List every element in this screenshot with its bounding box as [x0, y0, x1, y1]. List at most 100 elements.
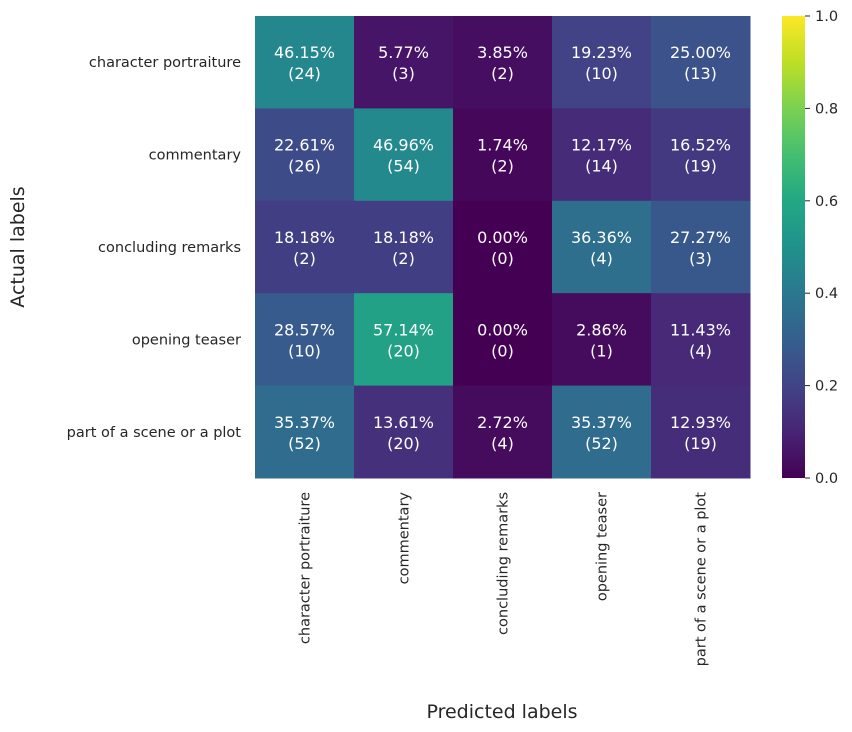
y-tick-label: character portraiture	[89, 55, 241, 71]
colorbar-tick-label: 0.2	[815, 379, 838, 395]
y-tick-label: opening teaser	[132, 332, 241, 348]
cell-percent-label: 35.37%	[274, 413, 335, 432]
cell-percent-label: 12.17%	[571, 136, 632, 155]
x-axis-label: Predicted labels	[426, 701, 577, 723]
heatmap-cell	[651, 293, 751, 387]
cell-count-label: (2)	[392, 249, 415, 268]
cell-count-label: (0)	[491, 249, 514, 268]
heatmap-cell	[255, 108, 355, 202]
colorbar-tick-label: 0.0	[815, 471, 838, 487]
cell-count-label: (20)	[387, 341, 420, 360]
cell-percent-label: 11.43%	[670, 320, 731, 339]
heatmap-cell	[354, 200, 454, 294]
cell-count-label: (4)	[590, 249, 613, 268]
y-tick-label: part of a scene or a plot	[67, 425, 242, 441]
colorbar-tick-label: 0.8	[815, 101, 838, 117]
y-tick-label: commentary	[149, 148, 242, 164]
cell-percent-label: 0.00%	[477, 320, 528, 339]
cell-count-label: (4)	[689, 341, 712, 360]
cell-count-label: (3)	[689, 249, 712, 268]
cell-percent-label: 22.61%	[274, 136, 335, 155]
cell-percent-label: 1.74%	[477, 136, 528, 155]
cell-percent-label: 2.72%	[477, 413, 528, 432]
cell-percent-label: 13.61%	[373, 413, 434, 432]
heatmap-cell	[255, 200, 355, 294]
cell-count-label: (2)	[491, 64, 514, 83]
heatmap-cell	[255, 293, 355, 387]
cell-count-label: (52)	[288, 434, 321, 453]
cell-count-label: (24)	[288, 64, 321, 83]
cell-count-label: (52)	[585, 434, 618, 453]
heatmap-cell	[255, 16, 355, 109]
cell-count-label: (1)	[590, 341, 613, 360]
cell-percent-label: 18.18%	[373, 228, 434, 247]
heatmap-cell	[651, 16, 751, 109]
cell-percent-label: 18.18%	[274, 228, 335, 247]
cell-count-label: (26)	[288, 157, 321, 176]
cell-percent-label: 35.37%	[571, 413, 632, 432]
x-tick-label: character portraiture	[298, 492, 314, 644]
heatmap-cell	[552, 200, 652, 294]
colorbar-tick-label: 0.4	[815, 286, 838, 302]
cell-percent-label: 46.96%	[373, 136, 434, 155]
cell-percent-label: 36.36%	[571, 228, 632, 247]
heatmap-cell	[552, 16, 652, 109]
x-tick-label: part of a scene or a plot	[694, 492, 710, 667]
cell-percent-label: 25.00%	[670, 43, 731, 62]
cell-percent-label: 12.93%	[670, 413, 731, 432]
heatmap-cell	[453, 385, 553, 479]
heatmap-cell	[552, 293, 652, 387]
cell-percent-label: 5.77%	[378, 43, 429, 62]
heatmap-cell	[552, 108, 652, 202]
heatmap-cell	[651, 108, 751, 202]
heatmap-cell	[453, 16, 553, 109]
cell-count-label: (20)	[387, 434, 420, 453]
cell-count-label: (10)	[288, 341, 321, 360]
cell-count-label: (19)	[684, 157, 717, 176]
heatmap-cell	[354, 16, 454, 109]
cell-count-label: (0)	[491, 341, 514, 360]
cell-percent-label: 16.52%	[670, 136, 731, 155]
heatmap-cell	[354, 108, 454, 202]
cell-percent-label: 2.86%	[576, 320, 627, 339]
colorbar-tick-label: 0.6	[815, 194, 838, 210]
y-tick-label: concluding remarks	[98, 240, 241, 256]
cell-percent-label: 57.14%	[373, 320, 434, 339]
heatmap-cell-labels: 46.15% (24) 5.77% (3) 3.85% (2) 19.23% (10) 25.0…	[274, 43, 731, 453]
colorbar-ticks: 0.0 0.2 0.4 0.6 0.8 1.0	[805, 9, 838, 487]
colorbar-tick-label: 1.0	[815, 9, 838, 25]
cell-percent-label: 0.00%	[477, 228, 528, 247]
heatmap-cell	[651, 200, 751, 294]
heatmap-cell	[453, 200, 553, 294]
cell-count-label: (10)	[585, 64, 618, 83]
cell-percent-label: 46.15%	[274, 43, 335, 62]
x-tick-label: commentary	[397, 492, 413, 585]
cell-percent-label: 28.57%	[274, 320, 335, 339]
cell-count-label: (19)	[684, 434, 717, 453]
colorbar	[782, 16, 805, 478]
heatmap-cells	[255, 16, 751, 479]
cell-count-label: (2)	[293, 249, 316, 268]
y-axis-label: Actual labels	[7, 186, 29, 307]
x-tick-labels: character portraiture commentary concludin…	[298, 492, 710, 667]
cell-count-label: (4)	[491, 434, 514, 453]
cell-percent-label: 3.85%	[477, 43, 528, 62]
heatmap-cell	[552, 385, 652, 479]
cell-count-label: (54)	[387, 157, 420, 176]
heatmap-cell	[354, 293, 454, 387]
x-tick-label: opening teaser	[595, 492, 611, 601]
heatmap-cell	[651, 385, 751, 479]
cell-count-label: (14)	[585, 157, 618, 176]
heatmap-cell	[453, 108, 553, 202]
cell-count-label: (13)	[684, 64, 717, 83]
cell-percent-label: 27.27%	[670, 228, 731, 247]
heatmap-cell	[354, 385, 454, 479]
cell-count-label: (2)	[491, 157, 514, 176]
x-tick-label: concluding remarks	[496, 492, 512, 635]
heatmap-cell	[453, 293, 553, 387]
cell-count-label: (3)	[392, 64, 415, 83]
heatmap-cell	[255, 385, 355, 479]
cell-percent-label: 19.23%	[571, 43, 632, 62]
